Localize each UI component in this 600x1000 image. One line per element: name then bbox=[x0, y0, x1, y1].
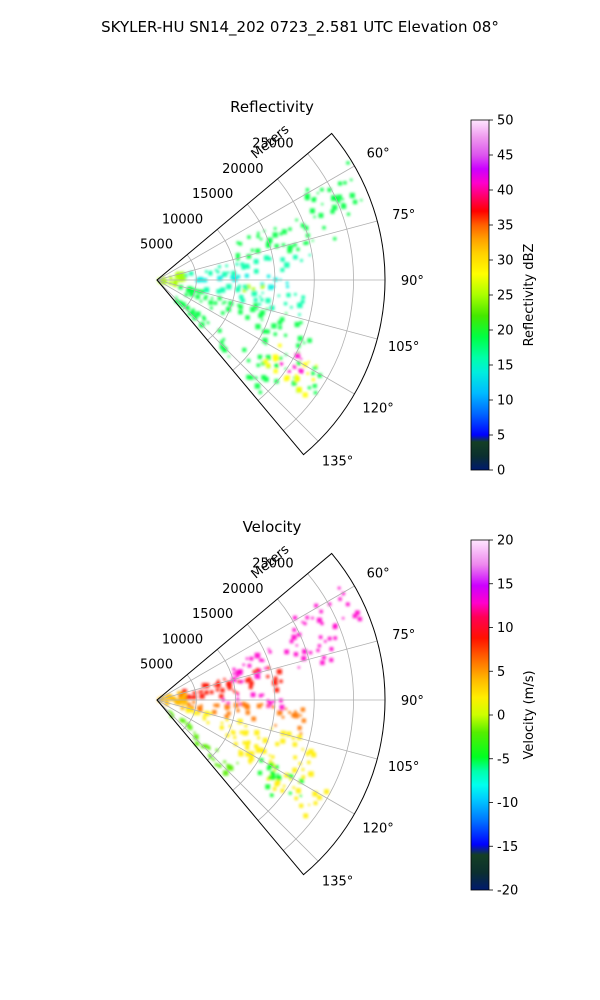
echo-region bbox=[233, 742, 329, 819]
colorbar-gradient bbox=[470, 539, 490, 891]
colorbar-tick-label: 35 bbox=[497, 219, 514, 234]
echo-region bbox=[231, 634, 337, 684]
range-ring bbox=[232, 623, 276, 791]
azimuth-line bbox=[156, 220, 378, 281]
velocity-colorbar: -20 -15 -10 -5 0 5 10 15 20 Velocity (m/s) bbox=[470, 534, 537, 899]
echo-region bbox=[185, 707, 317, 779]
colorbar-tick-label: 15 bbox=[497, 359, 514, 374]
colorbar-tick-label: 25 bbox=[497, 289, 514, 304]
azimuth-line bbox=[156, 165, 355, 281]
azimuth-line bbox=[156, 279, 319, 442]
radial-tick-label: 5000 bbox=[140, 238, 173, 253]
range-ring bbox=[257, 598, 315, 821]
azimuth-tick-label: 75° bbox=[392, 208, 415, 223]
radial-tick-label: 20000 bbox=[222, 582, 263, 597]
colorbar-tick-label: -20 bbox=[497, 884, 518, 899]
colorbar-tick-label: 0 bbox=[497, 709, 505, 724]
colorbar-tick-label: 45 bbox=[497, 149, 514, 164]
colorbar-tick-label: 20 bbox=[497, 324, 514, 339]
azimuth-line bbox=[156, 279, 378, 340]
colorbar-tick-label: 20 bbox=[497, 534, 514, 549]
polar-grid bbox=[156, 153, 385, 442]
colorbar-gradient bbox=[470, 119, 490, 471]
echo-region bbox=[292, 586, 362, 647]
azimuth-tick-label: 60° bbox=[367, 566, 390, 581]
azimuth-tick-label: 105° bbox=[388, 340, 419, 355]
reflectivity-title: Reflectivity bbox=[230, 98, 314, 116]
sector-frame bbox=[156, 132, 386, 456]
azimuth-line bbox=[156, 640, 378, 701]
reflectivity-panel: Reflectivity 500010000150002000025000Met… bbox=[140, 98, 537, 479]
radial-tick-label: 10000 bbox=[162, 213, 203, 228]
echo-region bbox=[204, 284, 305, 316]
azimuth-tick-label: 135° bbox=[322, 875, 353, 890]
colorbar-tick-label: 15 bbox=[497, 577, 514, 592]
azimuth-line bbox=[156, 699, 378, 760]
colorbar-tick-label: 40 bbox=[497, 184, 514, 199]
echo-region bbox=[263, 343, 318, 398]
azimuth-tick-label: 135° bbox=[322, 455, 353, 470]
colorbar-tick-label: 5 bbox=[497, 665, 505, 680]
colorbar-tick-label: -5 bbox=[497, 752, 510, 767]
azimuth-tick-label: 90° bbox=[401, 274, 424, 289]
azimuth-line bbox=[156, 699, 319, 862]
azimuth-tick-label: 105° bbox=[388, 760, 419, 775]
radial-tick-label: 25000 bbox=[252, 557, 293, 572]
radial-tick-label: 15000 bbox=[192, 187, 233, 202]
radial-tick-label: 5000 bbox=[140, 658, 173, 673]
radial-tick-label: 20000 bbox=[222, 162, 263, 177]
azimuth-tick-label: 75° bbox=[392, 628, 415, 643]
reflectivity-colorbar: 0 5 10 15 20 25 30 35 40 45 50 Reflectivity dBZ bbox=[470, 114, 537, 479]
azimuth-line bbox=[156, 699, 355, 815]
colorbar-label: Reflectivity dBZ bbox=[522, 244, 537, 347]
colorbar-tick-label: 30 bbox=[497, 254, 514, 269]
azimuth-tick-label: 90° bbox=[401, 694, 424, 709]
echo-region bbox=[242, 284, 265, 293]
range-ring bbox=[283, 573, 354, 851]
colorbar-tick-label: -15 bbox=[497, 840, 518, 855]
radial-tick-label: 25000 bbox=[252, 137, 293, 152]
colorbar-tick-label: 50 bbox=[497, 114, 514, 129]
figure-suptitle: SKYLER-HU SN14_202 0723_2.581 UTC Elevat… bbox=[101, 18, 499, 37]
velocity-title: Velocity bbox=[243, 518, 302, 536]
echo-region bbox=[279, 352, 304, 374]
range-ring bbox=[207, 229, 236, 341]
colorbar-label: Velocity (m/s) bbox=[522, 670, 537, 759]
azimuth-tick-label: 120° bbox=[362, 822, 393, 837]
radial-tick-label: 15000 bbox=[192, 607, 233, 622]
azimuth-line bbox=[156, 585, 355, 701]
range-ring bbox=[257, 178, 315, 401]
echo-field bbox=[157, 161, 363, 398]
range-ring bbox=[232, 203, 276, 371]
colorbar-tick-label: 0 bbox=[497, 464, 505, 479]
range-ring bbox=[207, 649, 236, 761]
colorbar-tick-label: 5 bbox=[497, 429, 505, 444]
echo-region bbox=[167, 710, 239, 776]
azimuth-line bbox=[156, 279, 355, 395]
radial-tick-label: 10000 bbox=[162, 633, 203, 648]
colorbar-tick-label: -10 bbox=[497, 796, 518, 811]
azimuth-tick-label: 120° bbox=[362, 402, 393, 417]
echo-region bbox=[178, 284, 312, 354]
range-ring bbox=[283, 153, 354, 431]
azimuth-tick-label: 60° bbox=[367, 146, 390, 161]
polar-grid bbox=[156, 573, 385, 862]
colorbar-tick-label: 10 bbox=[497, 394, 514, 409]
colorbar-tick-label: 10 bbox=[497, 621, 514, 636]
echo-region bbox=[235, 196, 351, 261]
sector-frame bbox=[156, 552, 386, 876]
echo-field bbox=[157, 586, 362, 819]
